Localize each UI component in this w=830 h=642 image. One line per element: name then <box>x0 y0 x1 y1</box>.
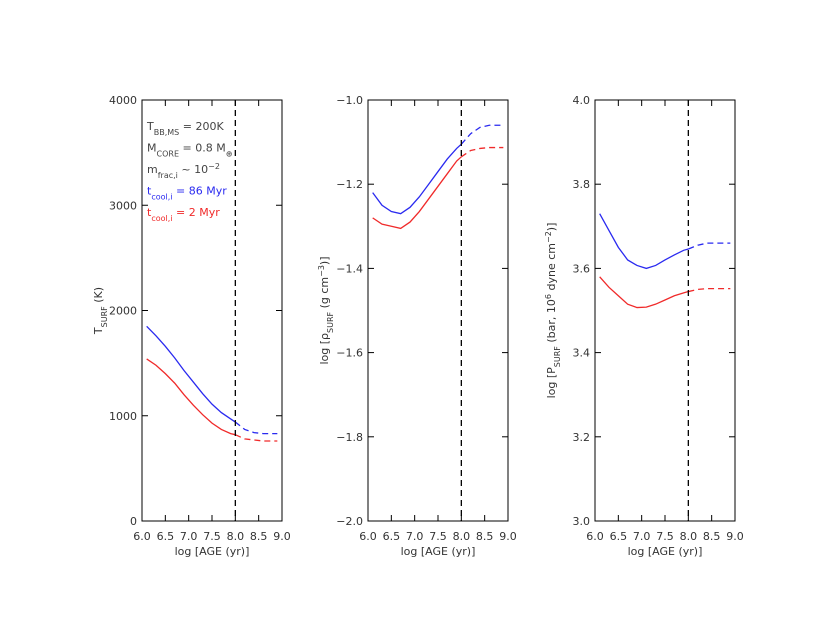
x-tick-label: 7.5 <box>203 530 221 543</box>
x-tick-label: 7.5 <box>656 530 674 543</box>
plot-frame <box>367 99 509 522</box>
text-part: ~ 10 <box>178 163 208 176</box>
y-tick-label: −1.6 <box>336 347 363 360</box>
series-line <box>599 213 689 270</box>
y-tick-label: 3.0 <box>573 515 591 528</box>
text-part: = 86 Myr <box>173 185 228 198</box>
series-line <box>460 124 504 145</box>
annotation: TBB,MS = 200K <box>146 120 224 137</box>
x-tick-label: 6.0 <box>133 530 151 543</box>
series-line <box>235 434 278 442</box>
text-part-super: 6 <box>544 294 553 299</box>
text-part: (bar, 10 <box>545 299 558 346</box>
y-axis-label: log [ρSURF (g cm−3)] <box>317 256 335 364</box>
x-axis-label: log [AGE (yr)] <box>175 545 250 558</box>
text-part: = 200K <box>179 120 224 133</box>
y-tick-label: −2.0 <box>336 515 363 528</box>
y-tick-label: −1.0 <box>336 94 363 107</box>
series-line <box>688 287 731 293</box>
x-axis-label: log [AGE (yr)] <box>401 545 476 558</box>
text-part: = 2 Myr <box>173 206 221 219</box>
y-tick-label: 2000 <box>109 305 137 318</box>
x-tick-label: 6.5 <box>383 530 401 543</box>
x-tick-label: 7.0 <box>180 530 198 543</box>
x-tick-label: 9.0 <box>273 530 291 543</box>
x-axis-label: log [AGE (yr)] <box>628 545 703 558</box>
y-axis-label: TSURF (K) <box>92 287 109 335</box>
x-tick-label: 8.0 <box>453 530 471 543</box>
text-part-super: −3 <box>317 265 326 277</box>
text-part-sub: SURF <box>100 306 109 327</box>
text-part-sub: frac,i <box>158 171 178 180</box>
text-part-sub: ⊕ <box>226 149 233 158</box>
text-part: = 0.8 M <box>179 142 226 155</box>
text-part-sub: cool,i <box>151 214 172 223</box>
y-tick-label: 4.0 <box>573 94 591 107</box>
x-tick-label: 6.5 <box>157 530 175 543</box>
text-part: (g cm <box>318 277 331 312</box>
x-tick-label: 9.0 <box>726 530 744 543</box>
y-tick-label: −1.2 <box>336 178 363 191</box>
text-part-sub: CORE <box>157 149 180 158</box>
x-tick-label: 6.0 <box>359 530 377 543</box>
series-line <box>234 421 278 435</box>
text-part-super: −2 <box>208 162 220 171</box>
y-tick-label: −1.4 <box>336 262 363 275</box>
y-tick-label: 3.6 <box>573 262 591 275</box>
annotation: tcool,i = 2 Myr <box>147 206 220 223</box>
text-part: T <box>92 327 105 335</box>
text-part: log [P <box>545 367 558 399</box>
y-tick-label: 0 <box>130 515 137 528</box>
text-part-sub: SURF <box>553 346 562 367</box>
text-part-sub: cool,i <box>151 192 172 201</box>
text-part: log [ρ <box>318 333 331 365</box>
x-tick-label: 7.5 <box>429 530 447 543</box>
series-line <box>146 325 236 423</box>
text-part-super: −2 <box>544 231 553 243</box>
x-tick-label: 7.0 <box>633 530 651 543</box>
text-part: t <box>147 206 152 219</box>
text-part: M <box>147 142 157 155</box>
annotation: tcool,i = 86 Myr <box>147 185 227 202</box>
text-part: (K) <box>92 287 105 306</box>
text-part-sub: SURF <box>326 311 335 332</box>
x-tick-label: 6.0 <box>586 530 604 543</box>
series-line <box>460 146 504 158</box>
x-tick-label: 8.5 <box>250 530 268 543</box>
y-tick-label: 3000 <box>109 199 137 212</box>
annotation: mfrac,i ~ 10−2 <box>147 162 220 180</box>
x-tick-label: 8.0 <box>227 530 245 543</box>
y-tick-label: 1000 <box>109 410 137 423</box>
x-tick-label: 6.5 <box>610 530 628 543</box>
series-line <box>599 276 689 309</box>
x-tick-label: 9.0 <box>499 530 517 543</box>
series-line <box>146 358 236 436</box>
x-tick-label: 8.5 <box>703 530 721 543</box>
x-tick-label: 8.5 <box>476 530 494 543</box>
y-tick-label: 3.2 <box>573 431 591 444</box>
y-tick-label: −1.8 <box>336 431 363 444</box>
text-part: m <box>147 163 158 176</box>
x-tick-label: 8.0 <box>680 530 698 543</box>
y-tick-label: 3.4 <box>573 347 591 360</box>
text-part: dyne cm <box>545 243 558 294</box>
text-part: t <box>147 185 152 198</box>
y-tick-label: 3.8 <box>573 178 591 191</box>
text-part-sub: BB,MS <box>154 128 180 137</box>
x-tick-label: 7.0 <box>406 530 424 543</box>
text-part: )] <box>318 256 331 265</box>
y-tick-label: 4000 <box>109 94 137 107</box>
series-line <box>688 242 731 250</box>
series-line <box>372 156 462 230</box>
text-part: )] <box>545 223 558 232</box>
plot-frame <box>594 99 736 522</box>
series-line <box>372 143 462 215</box>
y-axis-label: log [PSURF (bar, 106 dyne cm−2)] <box>544 223 562 399</box>
annotation: MCORE = 0.8 M⊕ <box>147 142 232 159</box>
text-part: T <box>146 120 154 133</box>
